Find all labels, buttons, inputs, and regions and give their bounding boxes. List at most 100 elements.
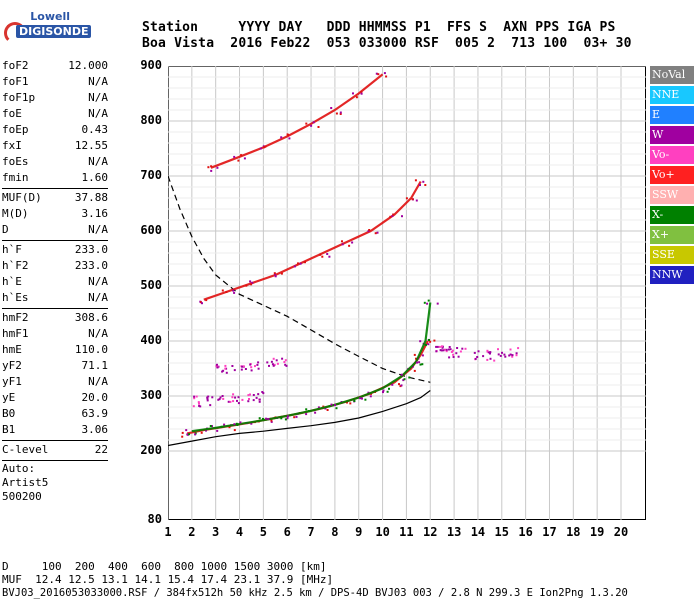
echo-point: [241, 365, 244, 368]
echo-point: [511, 355, 514, 358]
echo-point: [266, 361, 269, 364]
x-tick-label: 3: [212, 525, 220, 539]
echo-point: [411, 198, 414, 201]
echo-point: [497, 353, 500, 356]
echo-point: [181, 435, 184, 438]
param-name: MUF(D): [2, 191, 42, 204]
echo-point: [509, 353, 512, 356]
echo-point: [403, 378, 406, 381]
echo-point: [273, 272, 276, 275]
param-value: N/A: [88, 275, 108, 288]
param-name: D: [2, 223, 9, 236]
echo-point: [209, 425, 212, 427]
echo-point: [391, 383, 394, 386]
echo-point: [285, 364, 288, 367]
echo-point: [452, 353, 455, 356]
echo-point: [464, 347, 467, 350]
echo-point: [207, 166, 210, 169]
echo-point: [310, 124, 313, 127]
echo-point: [286, 417, 289, 420]
echo-point: [375, 72, 378, 75]
param-row: yE 20.0: [2, 390, 108, 406]
param-name: hmE: [2, 343, 22, 356]
echo-point: [442, 349, 445, 352]
echo-point: [242, 365, 245, 368]
legend-item-noval: NoVal: [650, 66, 694, 84]
echo-point: [515, 354, 518, 357]
x-tick-label: 4: [235, 525, 244, 539]
echo-point: [402, 379, 405, 382]
footer-distance-line: D 100 200 400 600 800 1000 1500 3000 [km…: [2, 560, 327, 573]
echo-point: [257, 393, 260, 396]
echo-point: [416, 361, 418, 364]
echo-point: [326, 409, 329, 411]
param-value: 1.60: [81, 171, 109, 184]
profile-curve-solid: [168, 390, 431, 447]
echo-point: [231, 365, 234, 367]
echo-point: [273, 363, 276, 366]
echo-point: [377, 73, 380, 76]
echo-point: [383, 72, 386, 75]
profile-curve-dashed: [168, 175, 431, 383]
echo-point: [421, 354, 424, 357]
echo-point: [312, 121, 315, 124]
echo-point: [232, 289, 235, 292]
echo-point: [251, 281, 254, 284]
param-name: yF2: [2, 359, 22, 372]
echo-point: [274, 273, 276, 276]
x-tick-label: 13: [446, 525, 462, 539]
echo-point: [304, 261, 306, 264]
echo-point: [195, 395, 198, 398]
echo-point: [413, 369, 416, 372]
param-name: M(D): [2, 207, 29, 220]
param-row: M(D) 3.16: [2, 206, 108, 222]
echo-point: [224, 364, 227, 367]
echo-point: [288, 137, 291, 140]
logo-line1: Lowell: [30, 10, 70, 23]
x-tick-label: 15: [494, 525, 509, 539]
echo-point: [211, 425, 213, 428]
echo-point: [501, 351, 503, 354]
param-name: yF1: [2, 375, 22, 388]
echo-point: [482, 355, 485, 358]
echo-point: [440, 349, 443, 352]
echo-point: [489, 351, 492, 354]
legend-item-w: W: [650, 126, 694, 144]
echo-point: [252, 399, 255, 402]
echo-point: [450, 351, 453, 353]
param-value: N/A: [88, 155, 108, 168]
echo-point: [346, 401, 348, 404]
polarization-legend: NoVal NNE E W Vo- Vo+ SSW X- X+ SSE NNW: [650, 66, 694, 286]
echo-point: [476, 356, 479, 358]
echo-point: [374, 232, 377, 235]
echo-point: [451, 349, 454, 352]
echo-point: [359, 397, 362, 400]
echo-point: [216, 166, 219, 169]
echo-point: [199, 405, 202, 408]
echo-point: [248, 398, 250, 400]
echo-point: [392, 213, 395, 216]
echo-point: [388, 387, 390, 390]
echo-point: [348, 244, 351, 247]
x-tick-label: 2: [188, 525, 196, 539]
echo-point: [509, 348, 512, 351]
echo-trace: [186, 340, 429, 435]
echo-point: [185, 429, 188, 432]
echo-point: [272, 364, 275, 367]
param-row: D N/A: [2, 222, 108, 238]
echo-point: [265, 417, 268, 420]
echo-point: [267, 418, 270, 420]
echo-point: [241, 398, 244, 401]
param-name: h`F2: [2, 259, 29, 272]
param-name: fmin: [2, 171, 29, 184]
echo-point: [262, 417, 264, 420]
echo-point: [233, 423, 236, 426]
param-value: 233.0: [74, 259, 108, 272]
echo-point: [268, 364, 270, 367]
param-name: foEs: [2, 155, 29, 168]
param-value: 0.43: [81, 123, 109, 136]
echo-point: [461, 347, 464, 350]
echo-point: [515, 352, 518, 355]
param-value: 308.6: [74, 311, 108, 324]
param-name: yE: [2, 391, 16, 404]
